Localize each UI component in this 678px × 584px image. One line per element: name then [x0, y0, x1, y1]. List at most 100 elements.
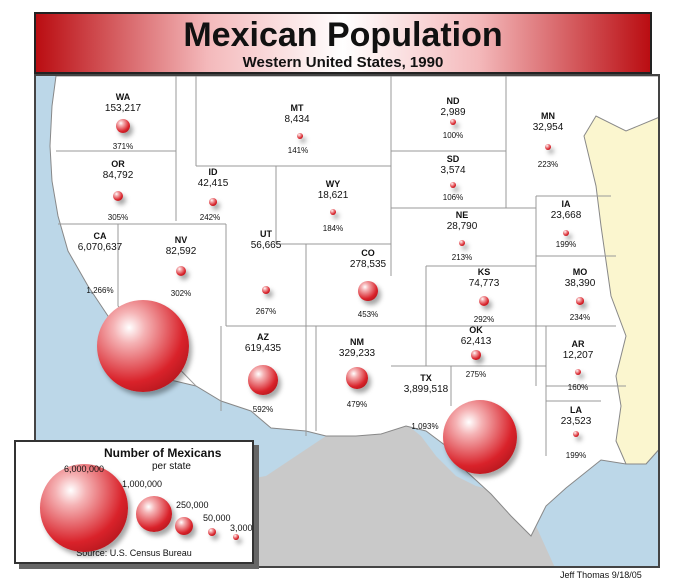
state-label-nd: ND 2,989: [440, 96, 466, 118]
population-bubble-sd: [450, 182, 456, 188]
state-label-ks: KS 74,773: [468, 267, 500, 289]
state-label-wy: WY 18,621: [317, 179, 349, 201]
population-bubble-la: [573, 431, 579, 437]
state-population: 8,434: [284, 113, 310, 125]
state-growth-percent: 371%: [112, 142, 134, 151]
state-label-mt: MT 8,434: [284, 103, 310, 125]
state-abbr: MN: [541, 111, 555, 121]
state-abbr: AR: [571, 339, 585, 349]
state-abbr: LA: [570, 405, 582, 415]
state-abbr: NM: [350, 337, 364, 347]
legend-bubble: [208, 528, 216, 536]
state-growth-percent: 1,093%: [411, 422, 439, 431]
population-bubble-wa: [115, 118, 131, 134]
legend-value-label: 250,000: [176, 500, 209, 510]
state-label-ca: CA 6,070,637: [78, 231, 123, 253]
map-subtitle: Western United States, 1990: [242, 54, 444, 71]
state-label-tx: TX 3,899,518: [403, 373, 449, 395]
state-label-ut: UT 56,665: [250, 229, 282, 251]
legend-value-label: 3,000: [230, 523, 253, 533]
population-bubble-or: [112, 190, 124, 202]
state-population: 3,574: [440, 164, 466, 176]
population-bubble-ok: [471, 350, 481, 360]
state-growth-percent: 453%: [357, 310, 379, 319]
state-abbr: WY: [325, 179, 341, 189]
state-abbr: NE: [455, 210, 469, 220]
population-bubble-mo: [576, 297, 584, 305]
population-bubble-ne: [458, 239, 466, 247]
population-bubble-ar: [575, 369, 581, 375]
state-population: 3,899,518: [403, 383, 449, 395]
state-abbr: SD: [446, 154, 460, 164]
state-growth-percent: 160%: [567, 383, 589, 392]
state-label-co: CO 278,535: [349, 248, 387, 270]
state-label-mo: MO 38,390: [564, 267, 596, 289]
map-title: Mexican Population: [183, 16, 503, 54]
state-abbr: AZ: [257, 332, 269, 342]
state-growth-percent: 479%: [346, 400, 368, 409]
legend-bubble: [233, 534, 239, 540]
state-label-mn: MN 32,954: [533, 111, 564, 133]
population-bubble-co: [358, 281, 378, 301]
state-abbr: KS: [477, 267, 491, 277]
state-abbr: WA: [115, 92, 131, 102]
state-abbr: OR: [111, 159, 125, 169]
population-bubble-tx: [442, 399, 518, 475]
population-bubble-ia: [563, 230, 569, 236]
legend-bubble: [175, 517, 193, 535]
population-bubble-wy: [330, 209, 336, 215]
state-abbr: ID: [208, 167, 218, 177]
state-population: 82,592: [165, 245, 197, 257]
legend-value-label: 50,000: [203, 513, 231, 523]
state-growth-percent: 305%: [107, 213, 129, 222]
legend-value-label: 6,000,000: [64, 464, 105, 474]
eastern-states: [583, 115, 658, 465]
state-population: 56,665: [250, 239, 282, 251]
state-label-ia: IA 23,668: [551, 199, 582, 221]
state-abbr: UT: [260, 229, 272, 239]
state-abbr: MO: [572, 267, 588, 277]
population-bubble-az: [248, 365, 278, 395]
state-abbr: NV: [174, 235, 188, 245]
state-growth-percent: 199%: [565, 451, 587, 460]
state-population: 42,415: [197, 177, 229, 189]
state-growth-percent: 267%: [255, 307, 277, 316]
state-population: 153,217: [104, 102, 142, 114]
state-population: 619,435: [244, 342, 282, 354]
state-growth-percent: 242%: [199, 213, 221, 222]
legend: Number of Mexicans per state Source: U.S…: [14, 440, 254, 564]
state-abbr: TX: [420, 373, 432, 383]
state-population: 2,989: [440, 106, 466, 118]
legend-subtitle: per state: [152, 461, 191, 472]
state-population: 62,413: [460, 335, 492, 347]
state-population: 18,621: [317, 189, 349, 201]
author-credit: Jeff Thomas 9/18/05: [560, 570, 642, 580]
state-population: 278,535: [349, 258, 387, 270]
state-growth-percent: 1,266%: [86, 286, 114, 295]
population-bubble-mn: [544, 143, 552, 151]
state-label-ar: AR 12,207: [562, 339, 594, 361]
state-label-or: OR 84,792: [103, 159, 134, 181]
state-population: 74,773: [468, 277, 500, 289]
state-growth-percent: 106%: [442, 193, 464, 202]
state-growth-percent: 100%: [442, 131, 464, 140]
population-bubble-ut: [261, 285, 271, 295]
state-label-ne: NE 28,790: [446, 210, 478, 232]
state-population: 12,207: [562, 349, 594, 361]
legend-title: Number of Mexicans: [104, 446, 222, 460]
state-growth-percent: 199%: [555, 240, 577, 249]
state-growth-percent: 213%: [451, 253, 473, 262]
state-label-nm: NM 329,233: [339, 337, 375, 359]
legend-source: Source: U.S. Census Bureau: [76, 548, 192, 558]
state-abbr: OK: [469, 325, 483, 335]
state-population: 38,390: [564, 277, 596, 289]
title-banner: Mexican Population Western United States…: [34, 12, 652, 74]
state-growth-percent: 184%: [322, 224, 344, 233]
population-bubble-mt: [297, 133, 303, 139]
state-population: 28,790: [446, 220, 478, 232]
population-bubble-nv: [175, 265, 187, 277]
population-bubble-id: [209, 198, 217, 206]
population-bubble-ca: [96, 299, 190, 393]
legend-bubble: [40, 464, 128, 552]
state-population: 23,523: [560, 415, 592, 427]
